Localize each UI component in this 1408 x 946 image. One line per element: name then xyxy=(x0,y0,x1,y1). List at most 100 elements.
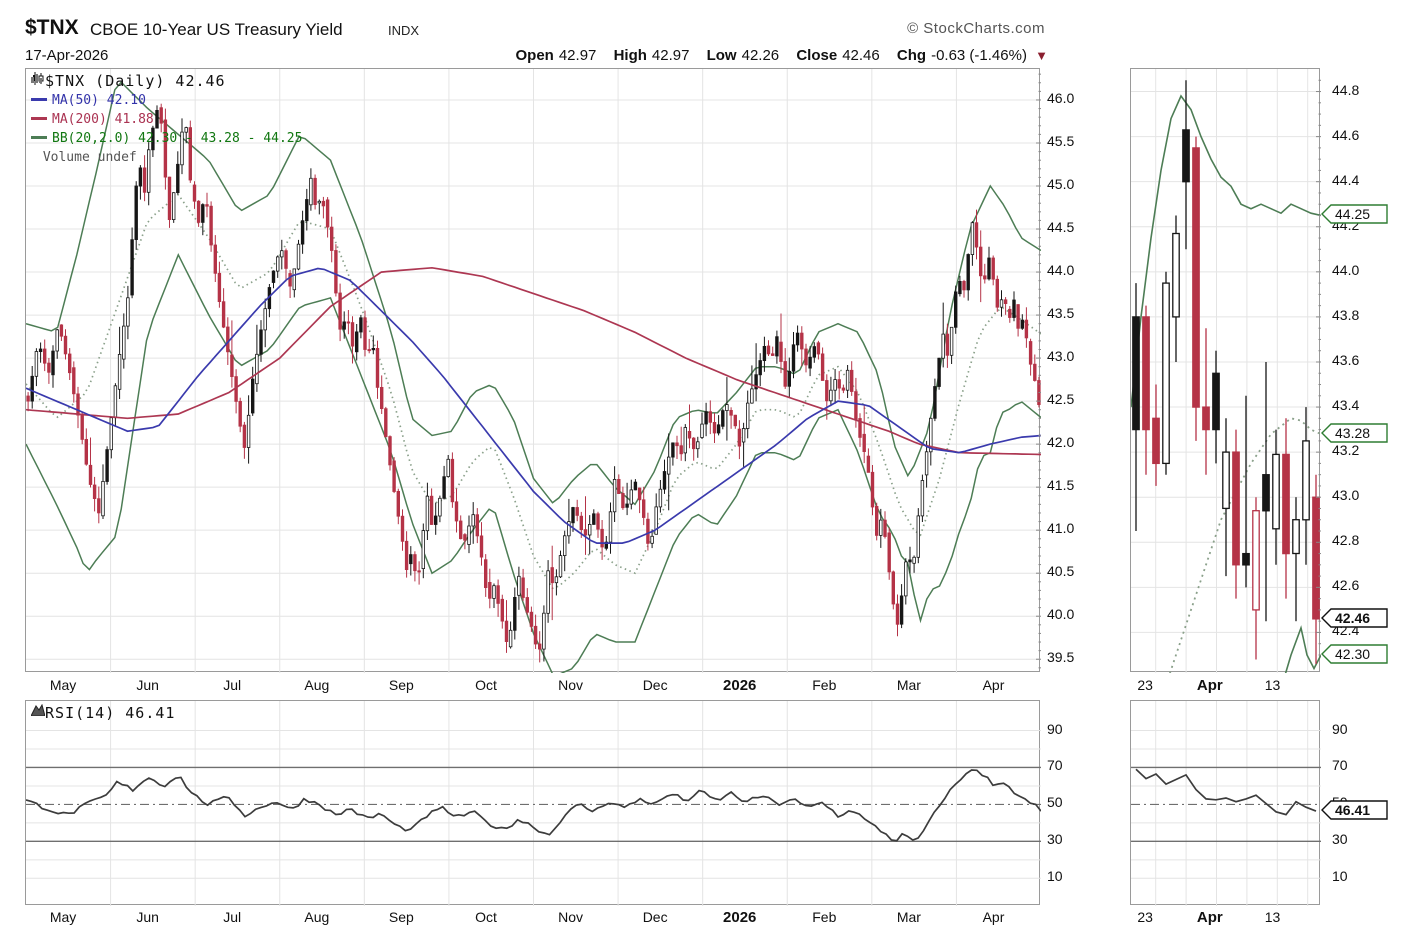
month-axis-label: Apr xyxy=(982,909,1005,925)
rsi-zoom-axis-label: 10 xyxy=(1332,868,1348,885)
rsi-legend-label: RSI(14) 46.41 xyxy=(45,704,176,722)
zoom-date-axis-label: Apr xyxy=(1196,677,1223,694)
rsi-legend: RSI(14) 46.41 xyxy=(31,704,175,723)
zoom-price-axis-label: 42.6 xyxy=(1332,577,1360,594)
svg-text:42.30: 42.30 xyxy=(1335,646,1370,662)
rsi-callout-46.41: 46.41 xyxy=(1321,799,1389,826)
rsi-panel: RSI(14) 46.41 xyxy=(25,700,1041,906)
month-axis-label: Jul xyxy=(223,909,242,925)
month-axis-label: Dec xyxy=(642,677,668,693)
month-axis-label: Oct xyxy=(475,677,497,693)
month-axis-label: May xyxy=(49,677,77,693)
down-arrow-icon: ▼ xyxy=(1035,48,1048,63)
bb-line-swatch xyxy=(31,136,47,139)
rsi-zoom-axis-label: 90 xyxy=(1332,720,1348,737)
zoom-date-axis-label: 23 xyxy=(1137,909,1153,925)
price-axis-label: 45.5 xyxy=(1047,132,1075,149)
month-axis-label: Nov xyxy=(558,677,584,693)
zoom-date-axis-label: 13 xyxy=(1264,909,1281,925)
ma50-legend-label: MA(50) 42.10 xyxy=(52,93,146,108)
price-axis-label: 44.0 xyxy=(1047,262,1075,279)
month-axis-label: Oct xyxy=(475,909,497,925)
rsi-legend-row: RSI(14) 46.41 xyxy=(31,704,175,723)
price-callout-43.28: 43.28 xyxy=(1321,422,1389,449)
zoom-price-axis-label: 44.6 xyxy=(1332,126,1360,143)
price-axis-label: 40.5 xyxy=(1047,563,1075,580)
ma50-legend-row: MA(50) 42.10 xyxy=(31,91,302,110)
open-value: 42.97 xyxy=(558,47,597,64)
month-axis-label: May xyxy=(49,909,77,925)
price-axis-label: 44.5 xyxy=(1047,219,1075,236)
month-axis-label: Sep xyxy=(388,909,414,925)
month-axis-label: Dec xyxy=(642,909,668,925)
month-axis-label: 2026 xyxy=(723,909,757,926)
volume-legend-row: Volume undef xyxy=(31,74,302,167)
month-axis-label: Feb xyxy=(812,909,837,925)
close-label: Close xyxy=(796,47,838,64)
zoom-price-axis-label: 44.8 xyxy=(1332,81,1360,98)
zoom-price-axis-label: 43.8 xyxy=(1332,306,1360,323)
zoom-price-panel xyxy=(1130,68,1321,673)
ma200-legend-label: MA(200) 41.88 xyxy=(52,112,154,127)
price-legend-label: $TNX (Daily) 42.46 xyxy=(45,72,226,90)
chg-value: -0.63 (-1.46%) xyxy=(931,47,1027,64)
zoom-price-axis-label: 43.6 xyxy=(1332,351,1360,368)
high-label: High xyxy=(613,47,647,64)
main-price-panel: $TNX (Daily) 42.46 MA(50) 42.10 MA(200) … xyxy=(25,68,1041,673)
open-label: Open xyxy=(515,47,554,64)
zoom-price-axis-label: 43.0 xyxy=(1332,487,1360,504)
stockcharts-watermark: © StockCharts.com xyxy=(907,20,1045,37)
price-axis-label: 41.5 xyxy=(1047,477,1075,494)
rsi-axis-label: 50 xyxy=(1047,794,1063,811)
month-axis-label: Aug xyxy=(304,677,330,693)
low-label: Low xyxy=(706,47,737,64)
month-axis-label: Jul xyxy=(223,677,242,693)
zoom-date-axis-label: Apr xyxy=(1196,909,1223,926)
zoom-date-axis-label: 23 xyxy=(1137,677,1153,693)
bb-legend-row: BB(20,2.0) 42.30 - 43.28 - 44.25 xyxy=(31,129,302,148)
zoom-date-axis-label: 13 xyxy=(1264,677,1281,693)
rsi-zoom-axis-label: 30 xyxy=(1332,831,1348,848)
month-axis-label: 2026 xyxy=(723,677,757,694)
ma200-legend-row: MA(200) 41.88 xyxy=(31,110,302,129)
main-legend: $TNX (Daily) 42.46 MA(50) 42.10 MA(200) … xyxy=(31,72,302,167)
svg-text:44.25: 44.25 xyxy=(1335,206,1370,222)
price-axis-label: 43.0 xyxy=(1047,348,1075,365)
symbol: $TNX xyxy=(25,16,79,39)
price-axis-label: 42.5 xyxy=(1047,391,1075,408)
rsi-zoom-panel xyxy=(1130,700,1321,906)
price-callout-42.30: 42.30 xyxy=(1321,643,1389,670)
month-axis-label: Mar xyxy=(896,909,921,925)
price-axis-label: 46.0 xyxy=(1047,89,1075,106)
month-axis-label: Apr xyxy=(982,677,1005,693)
svg-text:42.46: 42.46 xyxy=(1335,610,1370,626)
chg-label: Chg xyxy=(896,47,927,64)
month-axis-label: Aug xyxy=(304,909,330,925)
svg-text:46.41: 46.41 xyxy=(1335,802,1370,818)
rsi-axis-label: 90 xyxy=(1047,720,1063,737)
rsi-axis-label: 10 xyxy=(1047,868,1063,885)
month-axis-label: Jun xyxy=(136,677,159,693)
rsi-axis-label: 30 xyxy=(1047,831,1063,848)
price-axis-label: 45.0 xyxy=(1047,176,1075,192)
ohlc-quote-bar: Open 42.97 High 42.97 Low 42.26 Close 42.46 … xyxy=(330,47,1049,64)
price-legend-row: $TNX (Daily) 42.46 xyxy=(31,72,302,91)
rsi-zoom-axis-label: 70 xyxy=(1332,757,1348,774)
volume-legend-label: Volume undef xyxy=(42,150,137,165)
ma50-line-swatch xyxy=(31,98,47,101)
rsi-axis-label: 70 xyxy=(1047,757,1063,774)
month-axis-label: Sep xyxy=(388,677,414,693)
month-axis-label: Feb xyxy=(812,677,837,693)
close-value: 42.46 xyxy=(842,47,880,64)
bb-legend-label: BB(20,2.0) 42.30 - 43.28 - 44.25 xyxy=(52,131,303,146)
price-callout-44.25: 44.25 xyxy=(1321,203,1389,230)
zoom-price-axis-label: 44.0 xyxy=(1332,261,1360,278)
month-axis-label: Mar xyxy=(896,677,921,693)
zoom-price-axis-label: 42.8 xyxy=(1332,532,1360,549)
zoom-price-axis-label: 43.4 xyxy=(1332,397,1360,414)
price-axis-label: 43.5 xyxy=(1047,305,1075,322)
price-axis-label: 39.5 xyxy=(1047,649,1075,666)
exchange-label: INDX xyxy=(388,23,420,38)
month-axis-label: Jun xyxy=(136,909,159,925)
